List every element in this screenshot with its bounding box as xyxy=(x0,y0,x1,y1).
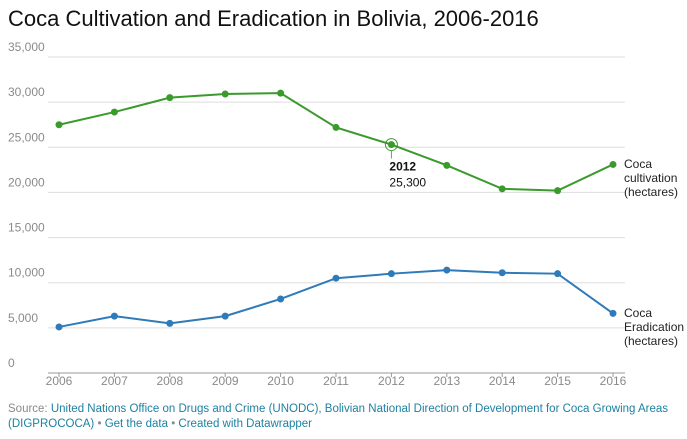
chart-title: Coca Cultivation and Eradication in Boli… xyxy=(8,6,539,31)
x-tick-label: 2013 xyxy=(433,374,460,388)
point xyxy=(554,187,562,195)
point xyxy=(55,323,63,331)
source-label: Source: xyxy=(8,403,48,415)
y-tick-label: 15,000 xyxy=(8,221,45,235)
point xyxy=(387,141,395,149)
y-tick-label: 30,000 xyxy=(8,85,45,99)
y-tick-label: 10,000 xyxy=(8,266,45,280)
series-label: Coca cultivation (hectares) xyxy=(624,157,679,200)
point xyxy=(609,160,617,168)
point xyxy=(332,274,340,282)
x-tick-label: 2007 xyxy=(101,374,128,388)
y-tick-label: 35,000 xyxy=(8,40,45,54)
credit-link[interactable]: Created with Datawrapper xyxy=(178,418,313,430)
y-tick-label: 0 xyxy=(8,356,15,370)
point xyxy=(166,319,174,327)
point xyxy=(166,94,174,102)
chart: 0 5,000 10,000 15,000 20,000 25,000 30,000 35,0… xyxy=(8,40,627,388)
annotation-title: 2012 xyxy=(389,160,416,174)
y-tick-label: 25,000 xyxy=(8,130,45,144)
point xyxy=(110,312,118,320)
y-tick-label: 5,000 xyxy=(8,311,38,325)
series-label: Coca Eradication (hectares) xyxy=(624,306,685,349)
x-tick-label: 2016 xyxy=(600,374,627,388)
point xyxy=(554,270,562,278)
point xyxy=(443,266,451,274)
x-tick-label: 2006 xyxy=(46,374,73,388)
point xyxy=(609,309,617,317)
x-tick-label: 2010 xyxy=(267,374,294,388)
y-tick-label: 20,000 xyxy=(8,175,45,189)
footer: Source: United Nations Office on Drugs a… xyxy=(8,402,678,432)
point xyxy=(221,312,229,320)
x-tick-label: 2014 xyxy=(489,374,516,388)
point xyxy=(387,270,395,278)
get-data-link[interactable]: Get the data xyxy=(104,418,168,430)
point xyxy=(221,90,229,98)
point xyxy=(443,161,451,169)
point xyxy=(110,108,118,116)
x-tick-label: 2011 xyxy=(323,374,349,388)
series-line xyxy=(58,92,614,192)
separator: • xyxy=(97,418,102,430)
x-tick-label: 2009 xyxy=(212,374,239,388)
point xyxy=(277,89,285,97)
x-tick-label: 2012 xyxy=(378,374,405,388)
point xyxy=(277,295,285,303)
x-tick-label: 2015 xyxy=(544,374,571,388)
point xyxy=(55,121,63,129)
point xyxy=(498,185,506,193)
separator: • xyxy=(171,418,176,430)
x-tick-label: 2008 xyxy=(156,374,183,388)
point xyxy=(498,269,506,277)
source-link[interactable]: United Nations Office on Drugs and Crime… xyxy=(8,403,669,430)
annotation-text: 25,300 xyxy=(389,176,426,190)
point xyxy=(332,123,340,131)
